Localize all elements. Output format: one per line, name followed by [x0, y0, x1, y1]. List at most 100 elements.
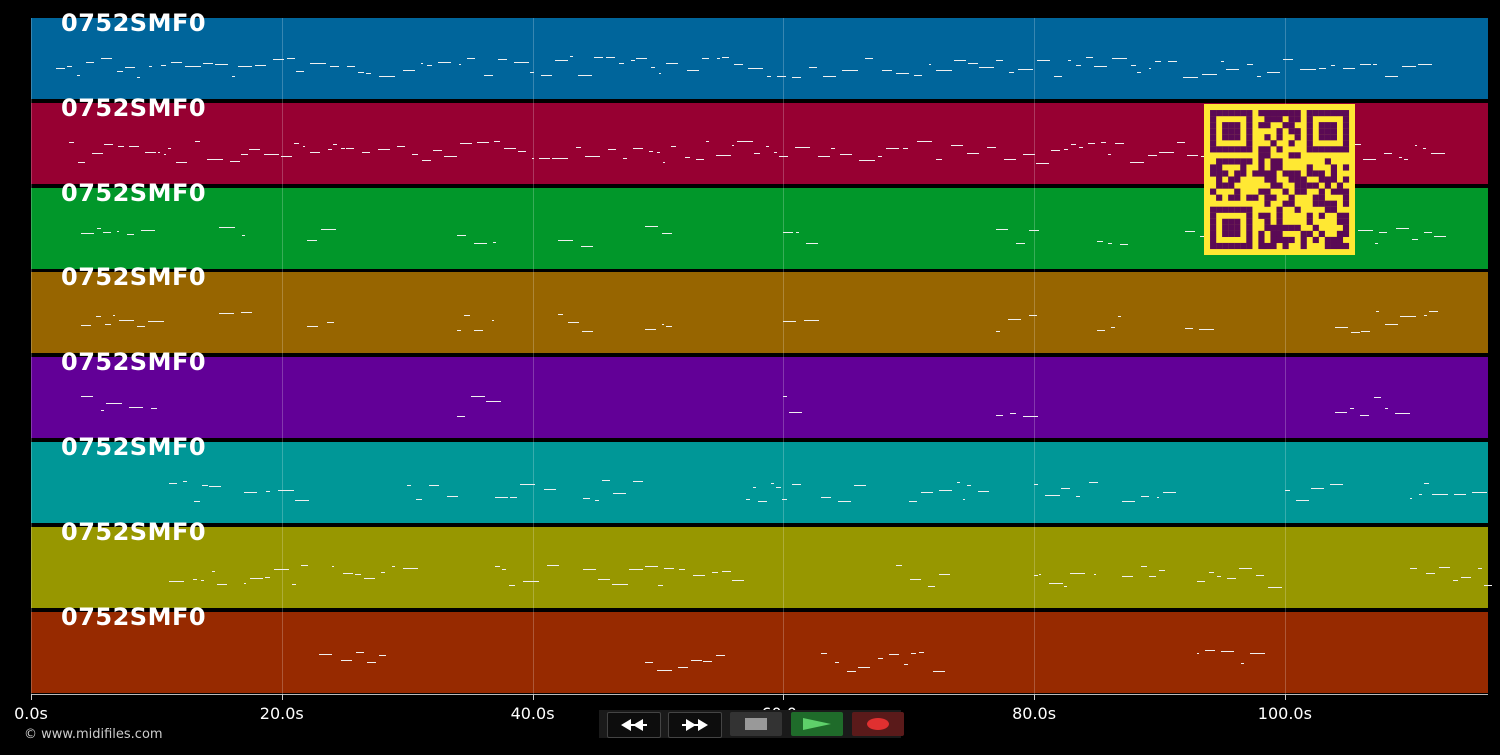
qr-module — [1288, 194, 1295, 201]
qr-module — [1336, 188, 1344, 195]
stop-button[interactable] — [730, 712, 782, 736]
midi-note — [1016, 243, 1026, 245]
grid-line — [31, 18, 32, 694]
qr-module — [1270, 236, 1277, 244]
qr-module — [1288, 152, 1295, 159]
qr-module — [1246, 140, 1253, 147]
qr-module — [1288, 116, 1295, 123]
midi-note — [1156, 496, 1159, 498]
qr-module — [1342, 146, 1350, 153]
midi-note — [628, 568, 643, 570]
qr-module — [1246, 134, 1253, 141]
qr-module — [1342, 218, 1350, 225]
midi-note — [144, 151, 156, 153]
midi-note — [996, 414, 1004, 416]
midi-note — [597, 579, 611, 581]
midi-note — [1096, 241, 1103, 243]
track-lane — [31, 526, 1488, 608]
midi-note — [1400, 315, 1416, 317]
qr-module — [1282, 188, 1289, 195]
midi-note — [995, 60, 1003, 62]
midi-note — [81, 395, 93, 397]
midi-note — [391, 566, 395, 568]
qr-module — [1270, 242, 1277, 250]
midi-note — [1335, 327, 1349, 329]
midi-note — [747, 67, 763, 69]
midi-note — [1361, 330, 1370, 332]
midi-note — [151, 408, 157, 410]
midi-note — [841, 69, 858, 71]
midi-note — [1118, 316, 1121, 318]
qr-module — [1234, 146, 1241, 153]
midi-note — [244, 583, 247, 585]
midi-note — [493, 140, 500, 142]
midi-note — [913, 75, 922, 77]
midi-note — [1216, 575, 1221, 577]
qr-module — [1342, 212, 1350, 219]
midi-note — [361, 152, 371, 154]
midi-note — [1395, 412, 1410, 414]
track-name: 0752SMF0 — [61, 9, 207, 37]
qr-module — [1300, 236, 1307, 244]
midi-note — [765, 146, 770, 148]
midi-note — [830, 147, 835, 149]
midi-note — [195, 140, 200, 142]
midi-note — [662, 162, 665, 164]
qr-module — [1264, 110, 1271, 117]
qr-module — [1342, 110, 1350, 117]
midi-note — [1096, 329, 1105, 331]
qr-module — [1342, 140, 1350, 147]
midi-note — [117, 70, 123, 72]
qr-module — [1342, 188, 1350, 195]
midi-note — [1054, 75, 1062, 77]
midi-note — [1373, 397, 1381, 399]
midi-note — [422, 159, 431, 161]
midi-note — [962, 499, 966, 501]
midi-note — [1453, 494, 1467, 496]
midi-note — [124, 66, 135, 68]
qr-module — [1330, 236, 1338, 244]
qr-module — [1228, 110, 1235, 117]
qr-module — [1246, 146, 1253, 153]
qr-module — [1228, 206, 1235, 213]
midi-note — [1034, 574, 1038, 576]
axis-tick — [532, 694, 534, 700]
midi-note — [56, 68, 65, 70]
midi-note — [428, 485, 440, 487]
midi-note — [1350, 407, 1355, 409]
midi-note — [319, 654, 333, 656]
qr-module — [1282, 110, 1289, 117]
qr-module — [1240, 170, 1247, 177]
midi-note — [902, 147, 909, 149]
midi-note — [249, 577, 263, 579]
midi-note — [77, 75, 81, 77]
record-button[interactable] — [852, 712, 904, 736]
qr-module — [1306, 230, 1313, 238]
midi-note — [1404, 158, 1409, 160]
midi-note — [569, 56, 573, 58]
midi-note — [215, 63, 229, 65]
midi-note — [1198, 329, 1214, 331]
midi-note — [1176, 142, 1186, 144]
midi-note — [1121, 501, 1135, 503]
midi-note — [183, 481, 187, 483]
midi-note — [1423, 482, 1429, 484]
qr-module — [1210, 164, 1217, 171]
qr-module — [1330, 110, 1338, 117]
midi-note — [820, 496, 832, 498]
qr-module — [1234, 242, 1241, 250]
rewind-button[interactable] — [607, 712, 661, 738]
midi-note — [1342, 67, 1356, 69]
qr-module — [1216, 146, 1223, 153]
midi-note — [666, 325, 673, 327]
midi-note — [804, 319, 819, 321]
fast-forward-button[interactable] — [668, 712, 722, 738]
midi-note — [1410, 497, 1413, 499]
midi-note — [432, 150, 442, 152]
midi-note — [249, 148, 261, 150]
qr-module — [1258, 212, 1265, 219]
play-button[interactable] — [791, 712, 843, 736]
midi-note — [1075, 495, 1081, 497]
qr-code — [1204, 104, 1355, 255]
midi-note — [1087, 143, 1095, 145]
